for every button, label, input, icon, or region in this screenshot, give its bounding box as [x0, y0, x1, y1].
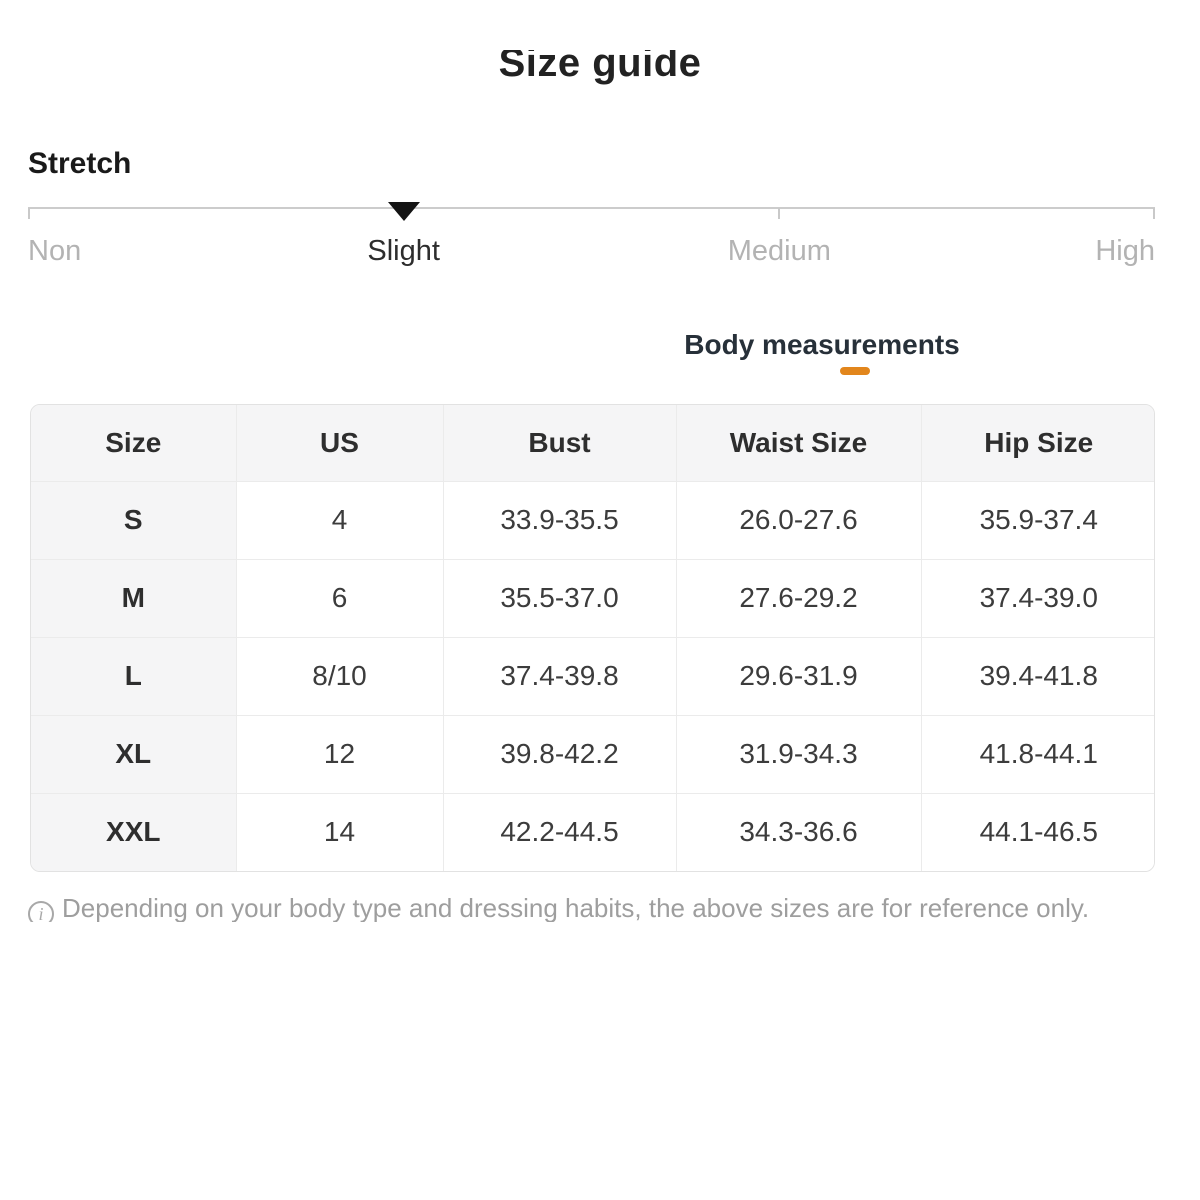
stretch-tick-medium [778, 208, 781, 219]
cell-size: XL [31, 714, 237, 794]
cell-waist: 27.6-29.2 [675, 558, 922, 638]
cell-size: S [31, 480, 237, 560]
cell-hip: 44.1-46.5 [920, 792, 1154, 871]
cell-size: M [31, 558, 237, 638]
cell-hip: 39.4-41.8 [920, 636, 1154, 716]
stretch-section-label: Stretch [28, 147, 132, 180]
col-header-hip: Hip Size [920, 405, 1154, 482]
cell-waist: 26.0-27.6 [675, 480, 922, 560]
cell-bust: 35.5-37.0 [442, 558, 677, 638]
stretch-tick-non [28, 208, 30, 219]
reference-note: i Depending on your body type and dressin… [28, 890, 1200, 922]
cell-us: 8/10 [235, 636, 444, 716]
stretch-slider: Non Slight Medium High [28, 202, 1155, 297]
cell-hip: 37.4-39.0 [920, 558, 1154, 638]
cell-bust: 42.2-44.5 [442, 792, 677, 871]
table-header-row: Size US Bust Waist Size Hip Size [31, 405, 1154, 482]
stretch-option-high[interactable]: High [1095, 235, 1155, 267]
cell-hip: 41.8-44.1 [920, 714, 1154, 794]
cell-hip: 35.9-37.4 [920, 480, 1154, 560]
col-header-us: US [235, 405, 444, 482]
cell-bust: 39.8-42.2 [442, 714, 677, 794]
page-title-clip: Size guide [0, 50, 1200, 88]
page-title: Size guide [498, 50, 702, 85]
cell-us: 14 [235, 792, 444, 871]
cell-bust: 33.9-35.5 [442, 480, 677, 560]
cell-bust: 37.4-39.8 [442, 636, 677, 716]
col-header-size: Size [31, 405, 237, 482]
cell-waist: 31.9-34.3 [675, 714, 922, 794]
table-row-m: M 6 35.5-37.0 27.6-29.2 37.4-39.0 [31, 558, 1154, 638]
cell-us: 6 [235, 558, 444, 638]
table-row-xl: XL 12 39.8-42.2 31.9-34.3 41.8-44.1 [31, 714, 1154, 794]
cell-waist: 34.3-36.6 [675, 792, 922, 871]
size-table: Size US Bust Waist Size Hip Size S 4 33.… [30, 404, 1155, 872]
info-icon: i [28, 901, 54, 922]
col-header-bust: Bust [442, 405, 677, 482]
table-row-s: S 4 33.9-35.5 26.0-27.6 35.9-37.4 [31, 480, 1154, 560]
tab-body-measurements[interactable]: Body measurements [684, 329, 960, 360]
cell-size: XXL [31, 792, 237, 871]
col-header-waist: Waist Size [675, 405, 922, 482]
stretch-option-non[interactable]: Non [28, 235, 82, 267]
stretch-option-medium[interactable]: Medium [727, 235, 831, 267]
cell-us: 12 [235, 714, 444, 794]
stretch-options: Non Slight Medium High [28, 233, 1155, 273]
tab-active-underline [840, 367, 870, 375]
stretch-slider-track [28, 207, 1155, 209]
stretch-tick-high [1153, 208, 1155, 219]
stretch-indicator-triangle-icon [387, 202, 420, 221]
reference-note-text: Depending on your body type and dressing… [62, 893, 1090, 922]
stretch-option-slight[interactable]: Slight [367, 235, 440, 267]
cell-size: L [31, 636, 237, 716]
reference-note-clip: i Depending on your body type and dressin… [28, 890, 1200, 922]
cell-us: 4 [235, 480, 444, 560]
table-row-xxl: XXL 14 42.2-44.5 34.3-36.6 44.1-46.5 [31, 792, 1154, 871]
table-row-l: L 8/10 37.4-39.8 29.6-31.9 39.4-41.8 [31, 636, 1154, 716]
cell-waist: 29.6-31.9 [675, 636, 922, 716]
